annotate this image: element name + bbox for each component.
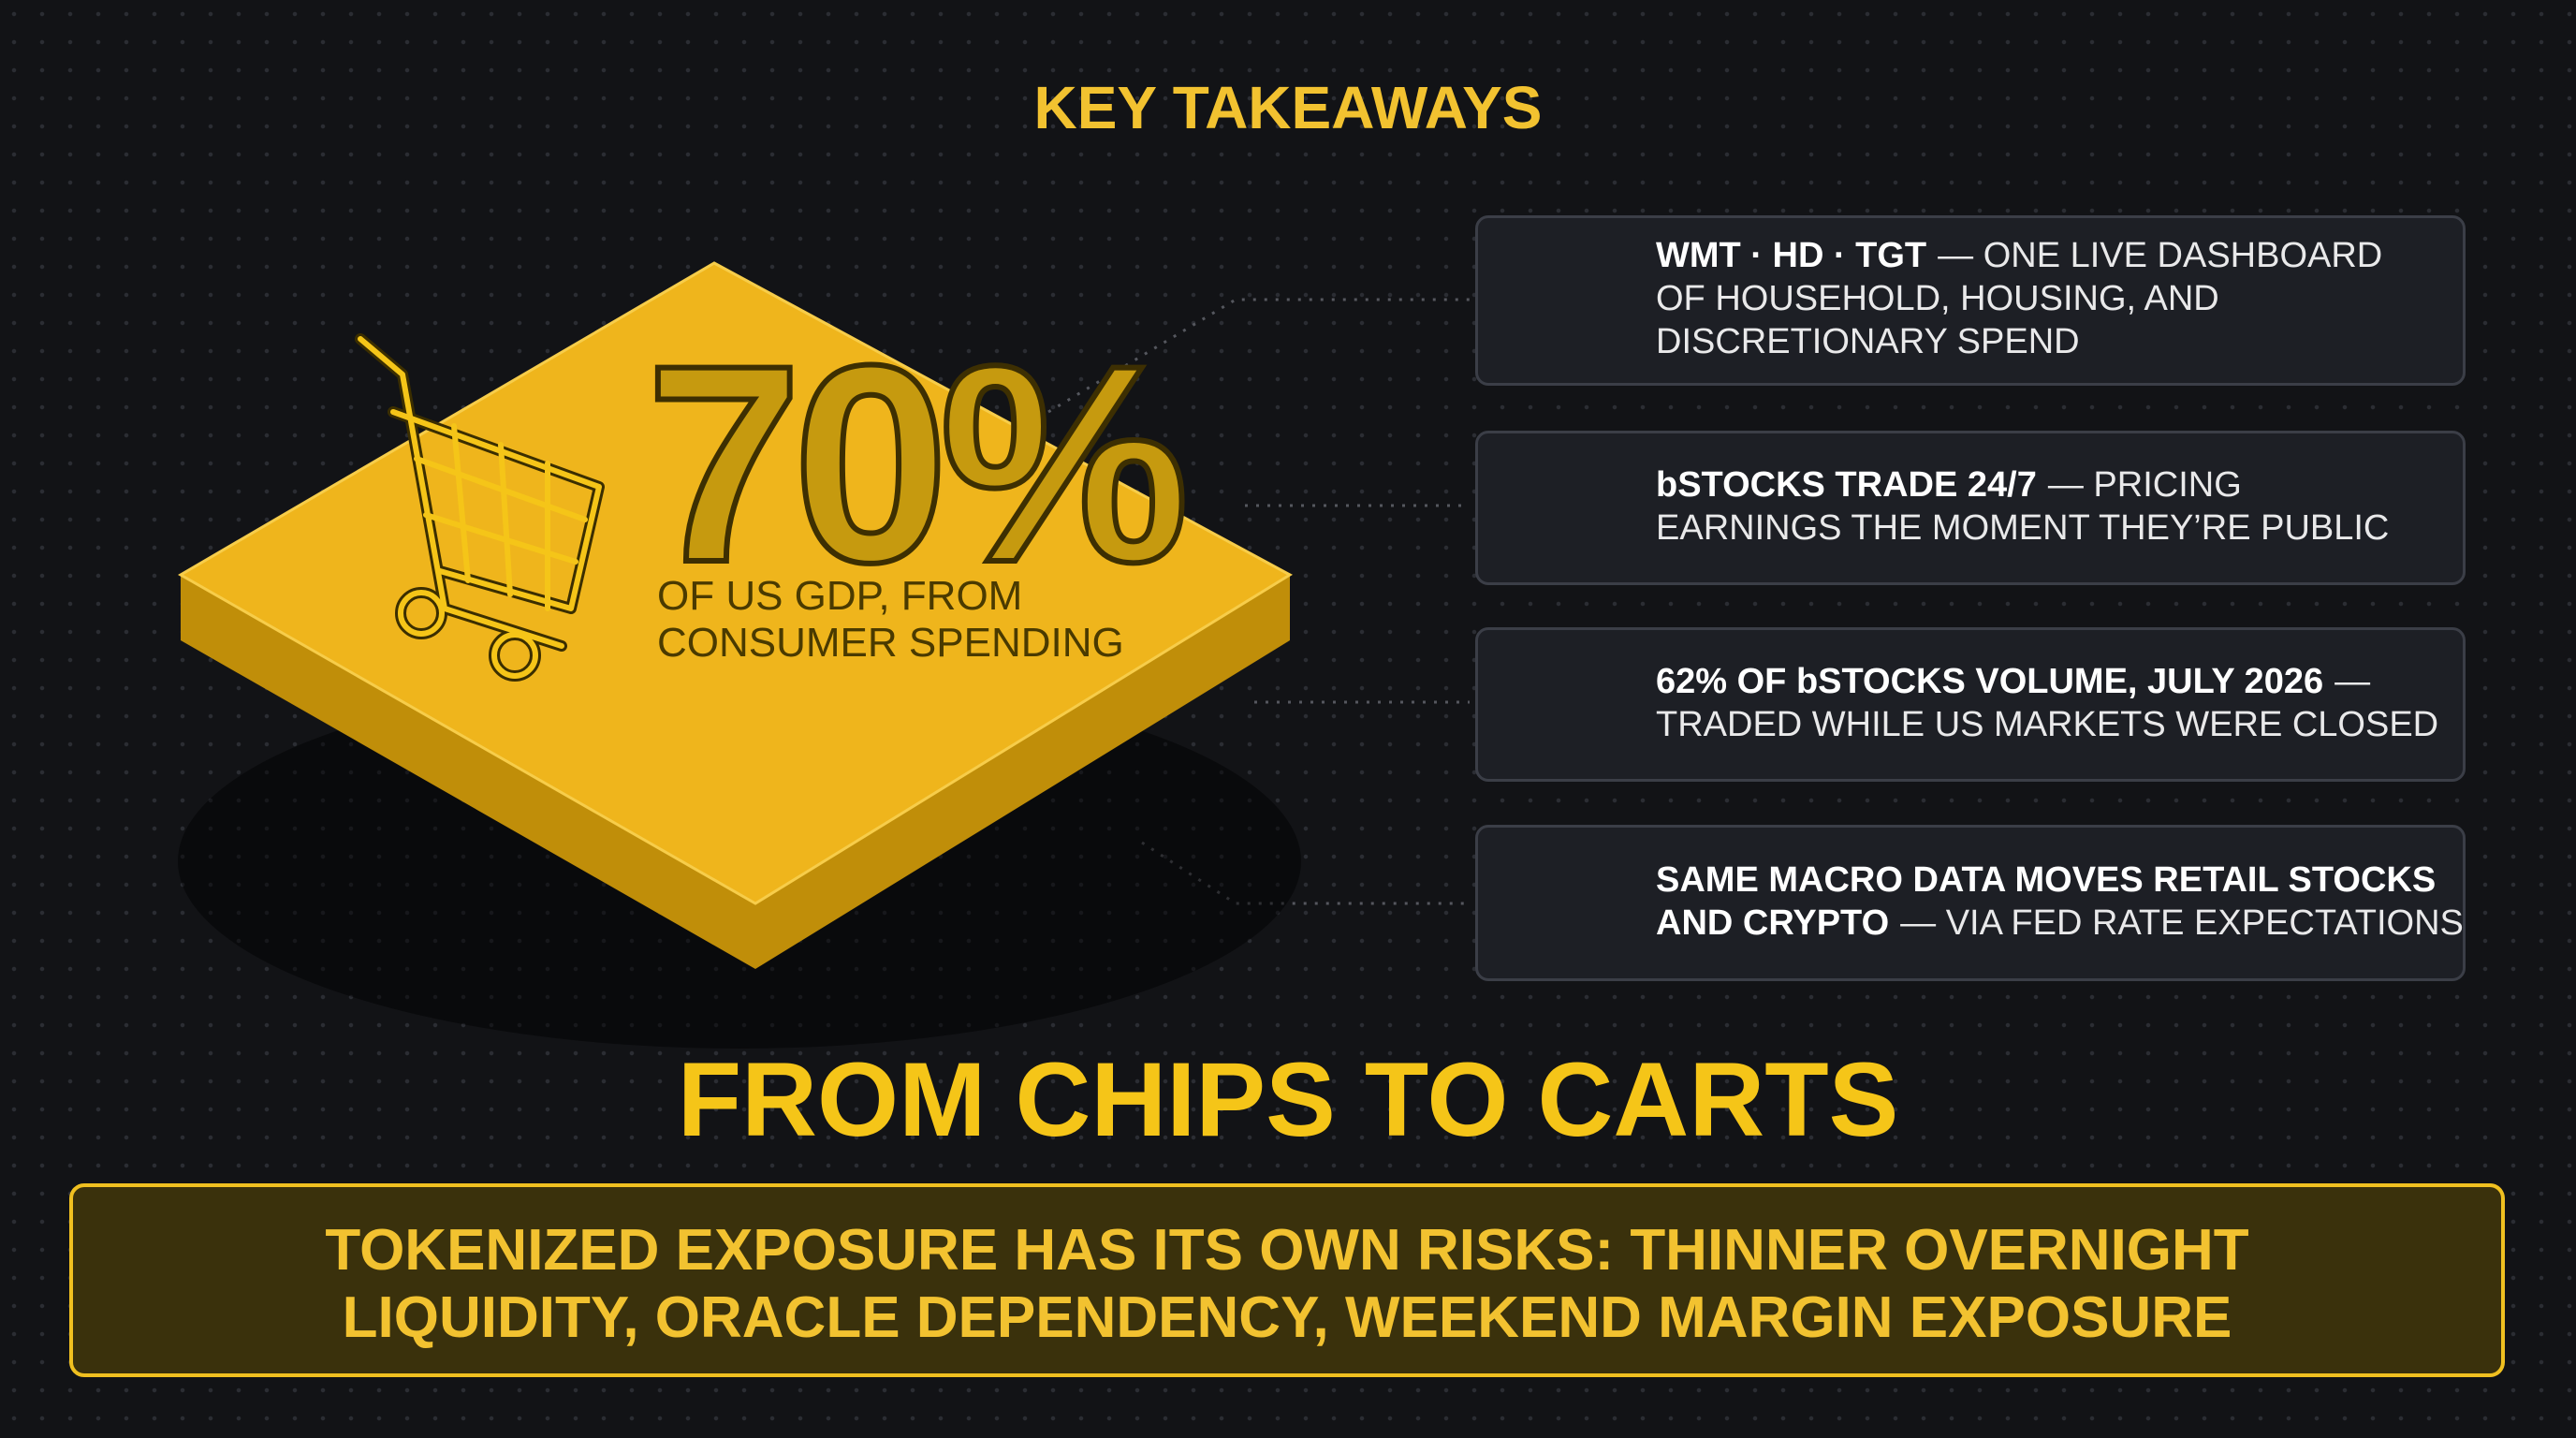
stat-caption: CONSUMER SPENDING <box>657 620 1124 666</box>
card-text: — VIA FED RATE EXPECTATIONS <box>1900 902 2464 943</box>
card-text: EARNINGS THE MOMENT THEY’RE PUBLIC <box>1656 507 2390 548</box>
risk-banner: TOKENIZED EXPOSURE HAS ITS OWN RISKS: TH… <box>69 1183 2505 1377</box>
card-line: DISCRETIONARY SPEND <box>1656 322 2080 362</box>
card-text: — PRICING <box>2047 464 2242 505</box>
takeaway-card: bSTOCKS TRADE 24/7— PRICING EARNINGS THE … <box>1475 431 2466 585</box>
takeaway-card: SAME MACRO DATA MOVES RETAIL STOCKS AND C… <box>1475 825 2466 981</box>
banner-line: TOKENIZED EXPOSURE HAS ITS OWN RISKS: TH… <box>325 1218 2249 1283</box>
card-bold: AND CRYPTO <box>1656 902 1890 943</box>
stat-value: 70% <box>643 306 1192 621</box>
card-line: TRADED WHILE US MARKETS WERE CLOSED <box>1656 705 2438 745</box>
card-line: OF HOUSEHOLD, HOUSING, AND <box>1656 279 2219 319</box>
card-line: SAME MACRO DATA MOVES RETAIL STOCKS <box>1656 860 2447 901</box>
platform-side <box>181 575 1290 969</box>
takeaway-card: WMT · HD · TGT — ONE LIVE DASHBOARD OF HOU… <box>1475 215 2466 386</box>
platform-top <box>178 261 1293 905</box>
card-bold: bSTOCKS TRADE 24/7 <box>1656 464 2037 505</box>
card-line: AND CRYPTO — VIA FED RATE EXPECTATIONS <box>1656 903 2464 944</box>
card-bold: SAME MACRO DATA MOVES RETAIL STOCKS <box>1656 859 2437 900</box>
card-text: — <box>2334 661 2371 701</box>
cart-icon-outline <box>358 336 602 679</box>
card-line: EARNINGS THE MOMENT THEY’RE PUBLIC <box>1656 508 2389 549</box>
stat-caption: OF US GDP, FROM <box>657 573 1023 619</box>
card-text: OF HOUSEHOLD, HOUSING, AND <box>1656 279 2219 318</box>
card-bold: 62% OF bSTOCKS VOLUME, JULY 2026 <box>1656 661 2324 701</box>
card-bold: WMT · HD · TGT <box>1656 236 1927 275</box>
card-text: — ONE LIVE DASHBOARD <box>1938 236 2383 275</box>
title: KEY TAKEAWAYS <box>1033 74 1543 141</box>
card-text: DISCRETIONARY SPEND <box>1656 322 2080 361</box>
takeaway-card: 62% OF bSTOCKS VOLUME, JULY 2026— TRADED … <box>1475 627 2466 782</box>
headline: FROM CHIPS TO CARTS <box>677 1041 1899 1158</box>
connectors <box>1047 298 1470 905</box>
card-line: 62% OF bSTOCKS VOLUME, JULY 2026— <box>1656 662 2370 702</box>
card-line: WMT · HD · TGT — ONE LIVE DASHBOARD <box>1656 236 2382 276</box>
card-text: TRADED WHILE US MARKETS WERE CLOSED <box>1656 704 2439 744</box>
card-line: bSTOCKS TRADE 24/7— PRICING <box>1656 465 2242 506</box>
banner-line: LIQUIDITY, ORACLE DEPENDENCY, WEEKEND MA… <box>342 1285 2232 1350</box>
